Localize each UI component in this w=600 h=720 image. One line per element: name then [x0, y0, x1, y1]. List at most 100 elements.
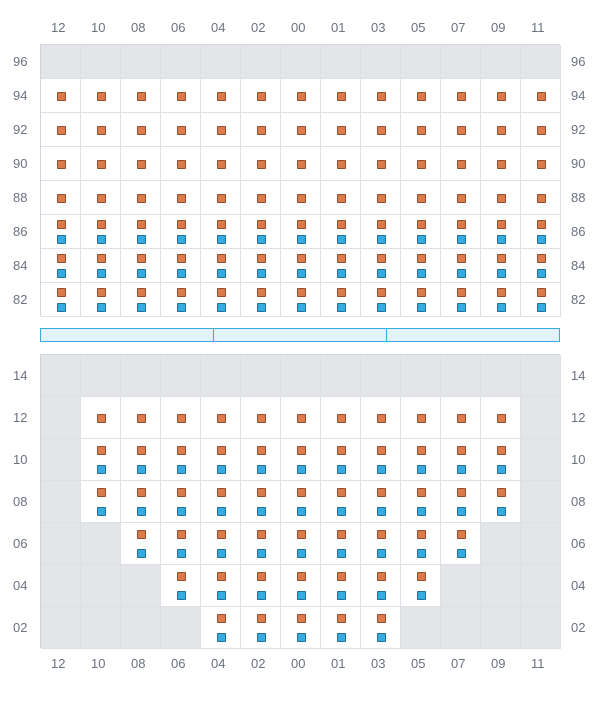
orange-marker: [137, 414, 146, 423]
blue-marker: [97, 507, 106, 516]
blue-marker: [297, 269, 306, 278]
orange-marker: [297, 220, 306, 229]
orange-marker: [497, 160, 506, 169]
grid-cell: [401, 355, 441, 397]
orange-marker: [497, 92, 506, 101]
blue-marker: [337, 269, 346, 278]
divider-strip: [40, 328, 560, 342]
orange-marker: [217, 126, 226, 135]
orange-marker: [257, 194, 266, 203]
blue-marker: [297, 465, 306, 474]
orange-marker: [177, 126, 186, 135]
col-label: 03: [371, 656, 385, 671]
orange-marker: [297, 414, 306, 423]
orange-marker: [377, 160, 386, 169]
row-label: 84: [571, 258, 585, 273]
orange-marker: [137, 92, 146, 101]
grid-cell: [41, 607, 81, 649]
orange-marker: [497, 220, 506, 229]
blue-marker: [297, 591, 306, 600]
orange-marker: [377, 194, 386, 203]
blue-marker: [57, 235, 66, 244]
orange-marker: [257, 92, 266, 101]
orange-marker: [297, 488, 306, 497]
orange-marker: [377, 126, 386, 135]
blue-marker: [297, 633, 306, 642]
row-label: 82: [13, 292, 27, 307]
x-axis-bottom: 12100806040200010305070911: [40, 656, 560, 680]
orange-marker: [417, 194, 426, 203]
col-label: 09: [491, 656, 505, 671]
blue-marker: [417, 303, 426, 312]
orange-marker: [417, 254, 426, 263]
grid-cell: [41, 523, 81, 565]
col-label: 00: [291, 656, 305, 671]
grid-cell: [481, 607, 521, 649]
blue-marker: [257, 269, 266, 278]
col-label: 09: [491, 20, 505, 35]
blue-marker: [177, 269, 186, 278]
divider-segment: [214, 329, 387, 341]
orange-marker: [137, 254, 146, 263]
row-label: 92: [571, 122, 585, 137]
blue-marker: [417, 269, 426, 278]
grid-cell: [481, 45, 521, 79]
blue-marker: [257, 303, 266, 312]
orange-marker: [537, 160, 546, 169]
blue-marker: [417, 465, 426, 474]
orange-marker: [417, 288, 426, 297]
orange-marker: [457, 530, 466, 539]
blue-marker: [97, 465, 106, 474]
blue-marker: [257, 633, 266, 642]
grid-cell: [521, 45, 561, 79]
grid-cell: [521, 607, 561, 649]
orange-marker: [537, 194, 546, 203]
blue-marker: [97, 303, 106, 312]
orange-marker: [297, 288, 306, 297]
blue-marker: [377, 591, 386, 600]
orange-marker: [377, 446, 386, 455]
orange-marker: [137, 488, 146, 497]
blue-marker: [297, 235, 306, 244]
orange-marker: [297, 194, 306, 203]
orange-marker: [257, 446, 266, 455]
grid-cell: [441, 565, 481, 607]
blue-marker: [337, 633, 346, 642]
orange-marker: [377, 220, 386, 229]
grid-cell: [201, 45, 241, 79]
row-label: 12: [571, 410, 585, 425]
grid-top: 96969494929290908888868684848282: [40, 44, 560, 316]
orange-marker: [257, 160, 266, 169]
orange-marker: [297, 254, 306, 263]
blue-marker: [457, 465, 466, 474]
orange-marker: [217, 446, 226, 455]
orange-marker: [97, 92, 106, 101]
blue-marker: [297, 303, 306, 312]
orange-marker: [217, 414, 226, 423]
blue-marker: [377, 235, 386, 244]
blue-marker: [137, 507, 146, 516]
blue-marker: [177, 465, 186, 474]
orange-marker: [177, 530, 186, 539]
grid-cell: [81, 607, 121, 649]
blue-marker: [217, 465, 226, 474]
orange-marker: [537, 92, 546, 101]
blue-marker: [177, 235, 186, 244]
orange-marker: [257, 254, 266, 263]
grid-cell: [41, 481, 81, 523]
orange-marker: [377, 614, 386, 623]
orange-marker: [417, 488, 426, 497]
col-label: 12: [51, 656, 65, 671]
orange-marker: [257, 614, 266, 623]
blue-marker: [377, 507, 386, 516]
col-label: 04: [211, 656, 225, 671]
row-label: 86: [571, 224, 585, 239]
blue-marker: [417, 549, 426, 558]
orange-marker: [177, 220, 186, 229]
grid-cell: [161, 45, 201, 79]
col-label: 07: [451, 656, 465, 671]
blue-marker: [337, 235, 346, 244]
orange-marker: [537, 220, 546, 229]
orange-marker: [537, 254, 546, 263]
orange-marker: [97, 254, 106, 263]
